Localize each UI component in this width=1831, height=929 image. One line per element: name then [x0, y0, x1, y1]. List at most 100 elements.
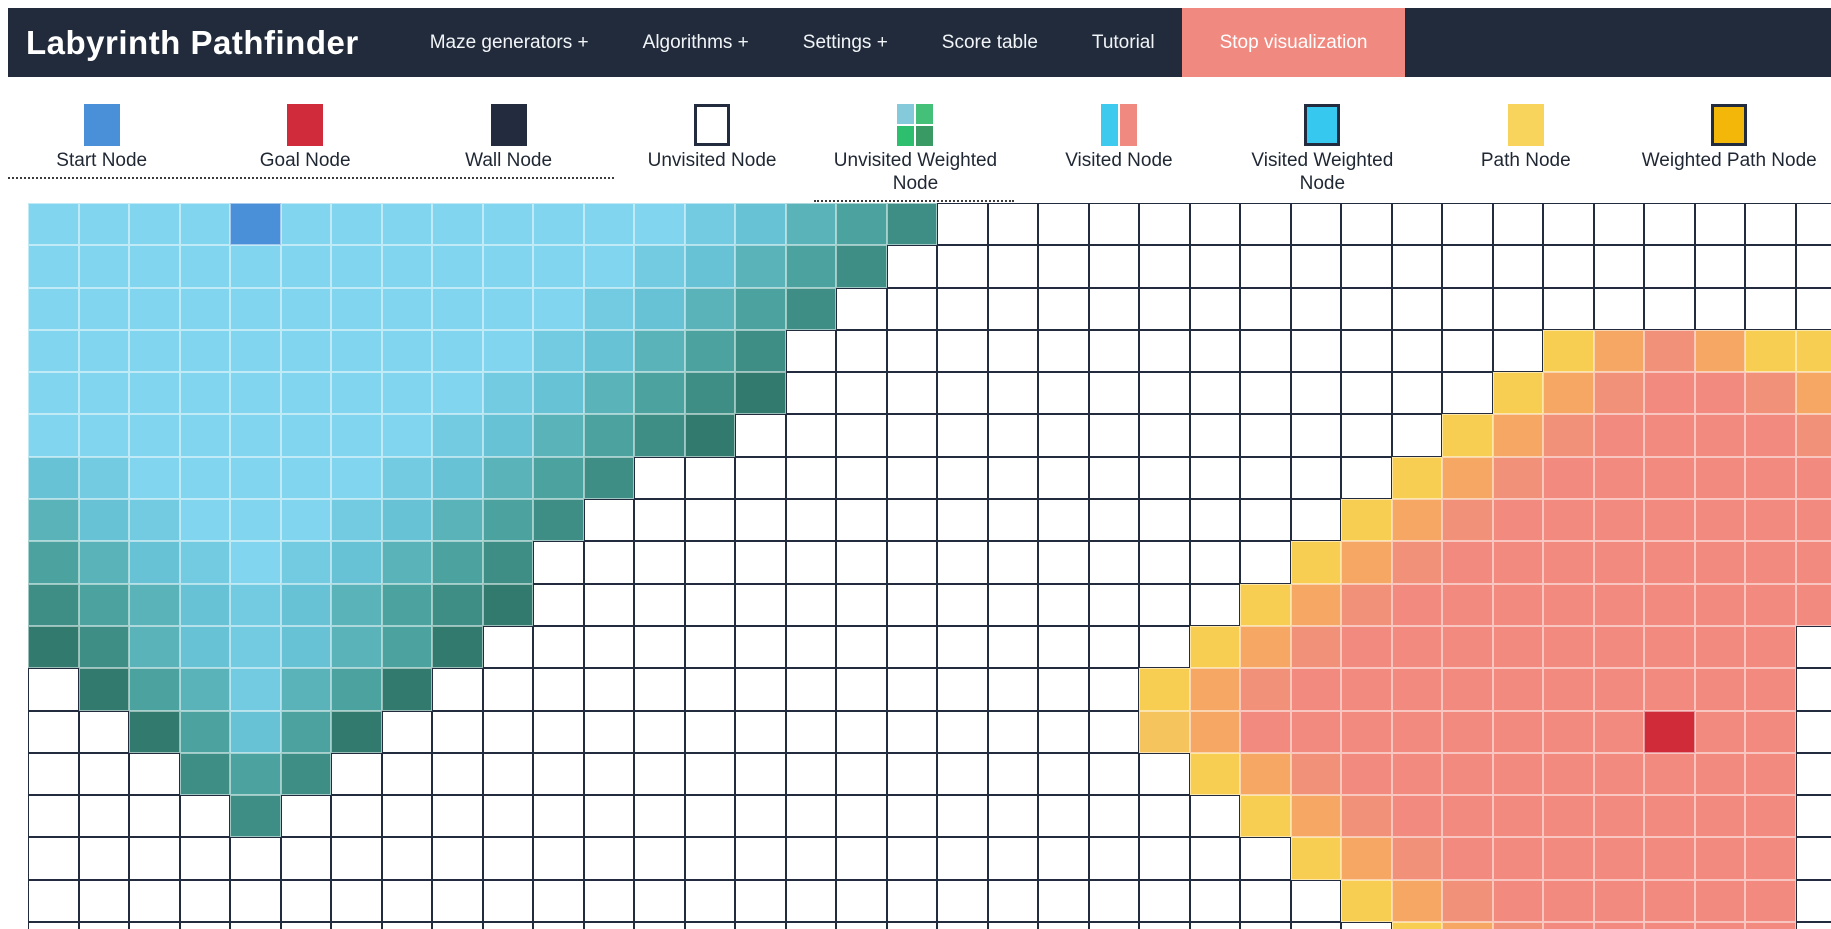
grid-cell[interactable] [381, 710, 432, 753]
grid-cell[interactable] [28, 541, 79, 584]
grid-cell[interactable] [432, 456, 483, 500]
grid-cell[interactable] [886, 922, 937, 929]
grid-cell[interactable] [78, 583, 129, 626]
grid-cell[interactable] [1088, 752, 1139, 796]
grid-cell[interactable] [1593, 329, 1644, 373]
grid-cell[interactable] [1745, 583, 1796, 626]
grid-cell[interactable] [129, 245, 180, 288]
grid-cell[interactable] [280, 625, 331, 669]
grid-cell[interactable] [1694, 795, 1745, 838]
grid-cell[interactable] [684, 583, 735, 626]
grid-cell[interactable] [836, 414, 887, 457]
grid-cell[interactable] [28, 372, 79, 415]
grid-cell[interactable] [1139, 541, 1190, 584]
grid-cell[interactable] [1088, 625, 1139, 669]
grid-cell[interactable] [1240, 456, 1291, 500]
grid-cell[interactable] [634, 372, 685, 415]
grid-cell[interactable] [331, 668, 382, 711]
grid-cell[interactable] [1694, 625, 1745, 669]
grid-cell[interactable] [886, 795, 937, 838]
grid-cell[interactable] [1088, 329, 1139, 373]
grid-cell[interactable] [1492, 752, 1543, 796]
grid-cell[interactable] [1139, 795, 1190, 838]
grid-cell[interactable] [1391, 710, 1442, 753]
grid-cell[interactable] [230, 879, 281, 923]
grid-cell[interactable] [1189, 668, 1240, 711]
grid-cell[interactable] [28, 329, 79, 373]
grid-cell[interactable] [129, 668, 180, 711]
grid-cell[interactable] [684, 879, 735, 923]
grid-cell[interactable] [1088, 287, 1139, 330]
grid-cell[interactable] [1593, 752, 1644, 796]
grid-cell[interactable] [937, 203, 988, 246]
grid-cell[interactable] [1593, 625, 1644, 669]
grid-cell[interactable] [1391, 837, 1442, 880]
grid-cell[interactable] [1694, 541, 1745, 584]
grid-cell[interactable] [1290, 203, 1341, 246]
grid-cell[interactable] [1745, 625, 1796, 669]
grid-cell[interactable] [836, 710, 887, 753]
grid-cell[interactable] [1391, 414, 1442, 457]
grid-cell[interactable] [381, 837, 432, 880]
grid-cell[interactable] [1644, 541, 1695, 584]
grid-cell[interactable] [1795, 795, 1831, 838]
grid-cell[interactable] [1139, 203, 1190, 246]
grid-cell[interactable] [230, 245, 281, 288]
grid-cell[interactable] [230, 414, 281, 457]
grid-cell[interactable] [1240, 795, 1291, 838]
grid-cell[interactable] [1038, 922, 1089, 929]
grid-cell[interactable] [987, 710, 1038, 753]
grid-cell[interactable] [28, 752, 79, 796]
grid-cell[interactable] [836, 625, 887, 669]
grid-cell[interactable] [1795, 668, 1831, 711]
grid-cell[interactable] [1139, 583, 1190, 626]
grid-cell[interactable] [1543, 625, 1594, 669]
grid-cell[interactable] [1593, 879, 1644, 923]
grid-cell[interactable] [78, 625, 129, 669]
grid-cell[interactable] [1745, 414, 1796, 457]
grid-cell[interactable] [1745, 837, 1796, 880]
grid-cell[interactable] [634, 922, 685, 929]
grid-cell[interactable] [1290, 710, 1341, 753]
grid-cell[interactable] [1593, 372, 1644, 415]
grid-cell[interactable] [634, 287, 685, 330]
grid-cell[interactable] [987, 414, 1038, 457]
grid-cell[interactable] [1088, 456, 1139, 500]
grid-cell[interactable] [1644, 499, 1695, 542]
grid-cell[interactable] [1644, 372, 1695, 415]
nav-item-maze-generators[interactable]: Maze generators + [429, 31, 589, 53]
grid-cell[interactable] [1341, 245, 1392, 288]
grid-cell[interactable] [1290, 752, 1341, 796]
grid-cell[interactable] [987, 795, 1038, 838]
grid-cell[interactable] [482, 329, 533, 373]
grid-cell[interactable] [1391, 329, 1442, 373]
grid-cell[interactable] [886, 203, 937, 246]
grid-cell[interactable] [735, 541, 786, 584]
grid-cell[interactable] [78, 922, 129, 929]
grid-cell[interactable] [1694, 329, 1745, 373]
start-node-cell[interactable] [230, 203, 281, 246]
grid-cell[interactable] [482, 583, 533, 626]
grid-cell[interactable] [1644, 456, 1695, 500]
nav-item-algorithms[interactable]: Algorithms + [642, 31, 749, 53]
grid-cell[interactable] [129, 203, 180, 246]
grid-cell[interactable] [987, 203, 1038, 246]
grid-cell[interactable] [230, 583, 281, 626]
grid-cell[interactable] [987, 837, 1038, 880]
grid-cell[interactable] [1694, 583, 1745, 626]
grid-cell[interactable] [331, 795, 382, 838]
grid-cell[interactable] [886, 710, 937, 753]
grid-cell[interactable] [1189, 414, 1240, 457]
grid-cell[interactable] [1492, 203, 1543, 246]
grid-cell[interactable] [1139, 710, 1190, 753]
grid-cell[interactable] [1391, 879, 1442, 923]
grid-cell[interactable] [230, 710, 281, 753]
grid-cell[interactable] [230, 752, 281, 796]
grid-cell[interactable] [331, 414, 382, 457]
grid-cell[interactable] [1442, 710, 1493, 753]
grid-cell[interactable] [1593, 668, 1644, 711]
grid-cell[interactable] [1038, 329, 1089, 373]
grid-cell[interactable] [230, 499, 281, 542]
grid-cell[interactable] [1391, 287, 1442, 330]
grid-cell[interactable] [1290, 625, 1341, 669]
